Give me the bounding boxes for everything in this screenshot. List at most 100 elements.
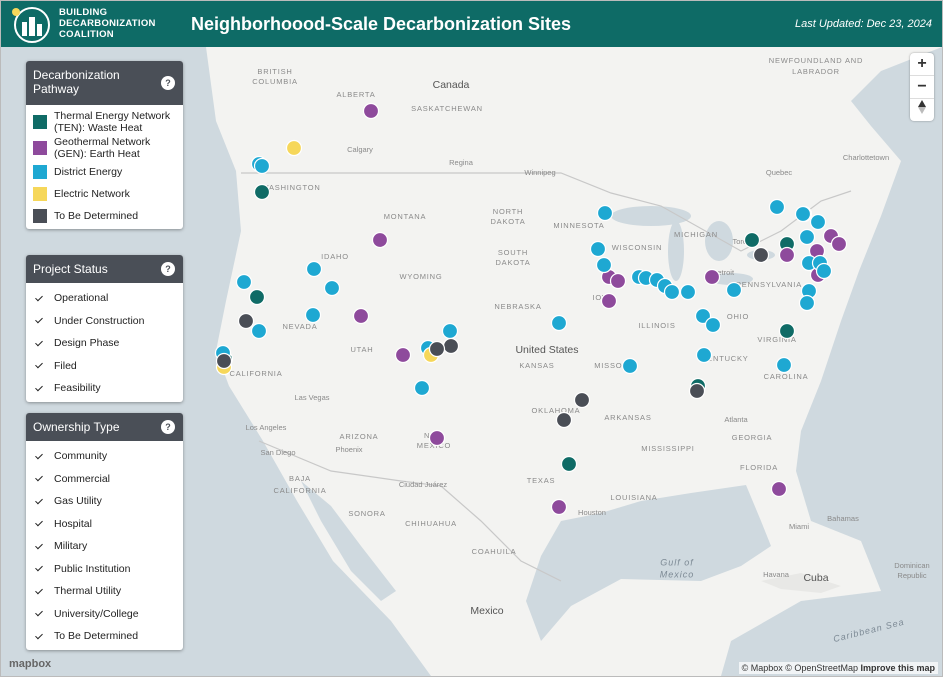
checkmark — [35, 586, 43, 595]
site-marker[interactable] — [770, 480, 788, 498]
site-marker[interactable] — [394, 346, 412, 364]
site-marker[interactable] — [305, 260, 323, 278]
filter-item[interactable]: Under Construction — [26, 310, 183, 333]
filter-item[interactable]: Design Phase — [26, 332, 183, 355]
site-marker[interactable] — [596, 204, 614, 222]
site-marker[interactable] — [413, 379, 431, 397]
site-marker[interactable] — [250, 322, 268, 340]
lake-huron — [705, 221, 733, 261]
site-marker[interactable] — [595, 256, 613, 274]
item-label: To Be Determined — [54, 210, 139, 222]
site-marker[interactable] — [663, 283, 681, 301]
site-marker[interactable] — [550, 498, 568, 516]
site-marker[interactable] — [794, 205, 812, 223]
site-marker[interactable] — [371, 231, 389, 249]
site-marker[interactable] — [778, 322, 796, 340]
site-marker[interactable] — [798, 228, 816, 246]
item-label: Geothermal Network (GEN): Earth Heat — [54, 136, 151, 160]
site-marker[interactable] — [253, 157, 271, 175]
zoom-in[interactable]: + — [910, 53, 934, 76]
zoom-out[interactable]: − — [910, 76, 934, 99]
site-marker[interactable] — [442, 337, 460, 355]
map-label: BAJA — [289, 474, 311, 483]
map-label: WISCONSIN — [612, 243, 663, 252]
item-label: Thermal Utility — [54, 585, 122, 598]
logo-line: DECARBONIZATION — [59, 18, 156, 29]
site-marker[interactable] — [323, 279, 341, 297]
filter-item[interactable]: Filed — [26, 355, 183, 378]
filter-item[interactable]: Operational — [26, 287, 183, 310]
site-marker[interactable] — [694, 307, 712, 325]
site-marker[interactable] — [428, 340, 446, 358]
map-label: SOUTH — [498, 248, 528, 257]
filter-item[interactable]: Feasibility — [26, 377, 183, 400]
site-marker[interactable] — [688, 382, 706, 400]
filter-item[interactable]: Military — [26, 535, 183, 558]
site-marker[interactable] — [285, 139, 303, 157]
filter-item[interactable]: Public Institution — [26, 558, 183, 581]
site-marker[interactable] — [609, 272, 627, 290]
site-marker[interactable] — [362, 102, 380, 120]
site-marker[interactable] — [768, 198, 786, 216]
item-list: Operational Under Construction Design Phas… — [26, 283, 183, 402]
site-marker[interactable] — [600, 292, 618, 310]
improve-link[interactable]: Improve this map — [860, 663, 935, 673]
filter-item[interactable]: Commercial — [26, 468, 183, 491]
site-marker[interactable] — [573, 391, 591, 409]
attribution-link[interactable]: © Mapbox — [741, 663, 783, 673]
map-label: Ciudad Juárez — [399, 480, 448, 489]
site-marker[interactable] — [621, 357, 639, 375]
filter-item[interactable]: Thermal Energy Network (TEN): Waste Heat — [26, 109, 183, 135]
site-marker[interactable] — [555, 411, 573, 429]
site-marker[interactable] — [253, 183, 271, 201]
item-list: Community Commercial Gas Utility Hospital Mi… — [26, 441, 183, 650]
help-button[interactable]: ? — [161, 262, 175, 276]
filter-item[interactable]: Hospital — [26, 513, 183, 536]
mapbox-logo[interactable]: mapbox — [9, 658, 52, 670]
filter-item[interactable]: District Energy — [26, 161, 183, 183]
attribution-link[interactable]: © OpenStreetMap — [785, 663, 858, 673]
site-marker[interactable] — [830, 235, 848, 253]
site-marker[interactable] — [743, 231, 761, 249]
map-label: NEBRASKA — [494, 302, 541, 311]
site-marker[interactable] — [352, 307, 370, 325]
filter-item[interactable]: Thermal Utility — [26, 580, 183, 603]
site-marker[interactable] — [778, 246, 796, 264]
map-label: KENTUCKY — [701, 354, 748, 363]
compass[interactable] — [910, 99, 934, 121]
site-marker[interactable] — [589, 240, 607, 258]
site-marker[interactable] — [215, 352, 233, 370]
site-marker[interactable] — [815, 262, 833, 280]
site-marker[interactable] — [679, 283, 697, 301]
site-marker[interactable] — [237, 312, 255, 330]
help-button[interactable]: ? — [161, 76, 175, 90]
site-marker[interactable] — [235, 273, 253, 291]
filter-item[interactable]: To Be Determined — [26, 205, 183, 227]
map-label: MONTANA — [384, 212, 427, 221]
map-label: CALIFORNIA — [273, 486, 326, 495]
map-label: MICHIGAN — [674, 230, 718, 239]
filter-item[interactable]: University/College — [26, 603, 183, 626]
filter-item[interactable]: Electric Network — [26, 183, 183, 205]
site-marker[interactable] — [752, 246, 770, 264]
help-button[interactable]: ? — [161, 420, 175, 434]
filter-item[interactable]: Gas Utility — [26, 490, 183, 513]
filter-item[interactable]: To Be Determined — [26, 625, 183, 648]
site-marker[interactable] — [428, 429, 446, 447]
site-marker[interactable] — [550, 314, 568, 332]
site-marker[interactable] — [809, 213, 827, 231]
site-marker[interactable] — [775, 356, 793, 374]
site-marker[interactable] — [798, 294, 816, 312]
site-marker[interactable] — [248, 288, 266, 306]
map-label: MISSISSIPPI — [641, 444, 694, 453]
site-marker[interactable] — [725, 281, 743, 299]
site-marker[interactable] — [695, 346, 713, 364]
site-marker[interactable] — [560, 455, 578, 473]
site-marker[interactable] — [304, 306, 322, 324]
site-marker[interactable] — [703, 268, 721, 286]
filter-item[interactable]: Community — [26, 445, 183, 468]
site-marker[interactable] — [441, 322, 459, 340]
filter-item[interactable]: Geothermal Network (GEN): Earth Heat — [26, 135, 183, 161]
map-label: OHIO — [727, 312, 749, 321]
site-marker[interactable] — [704, 316, 722, 334]
